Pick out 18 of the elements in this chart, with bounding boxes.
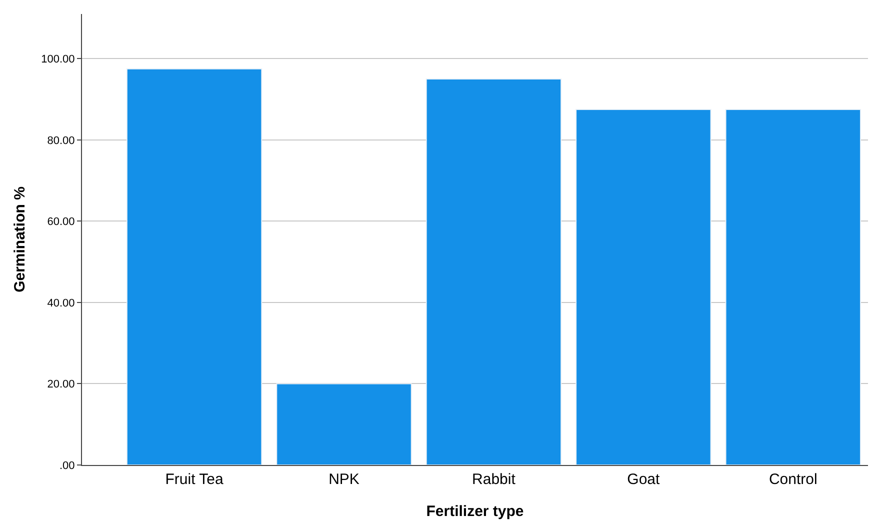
x-tick-label: Fruit Tea <box>165 471 224 488</box>
y-axis-title: Germination % <box>11 186 28 292</box>
y-tick-label: 80.00 <box>47 134 75 147</box>
bar <box>576 108 712 465</box>
x-tick-label: NPK <box>328 471 360 488</box>
y-tick-label: .00 <box>60 460 75 472</box>
x-tick-label: Rabbit <box>472 471 516 488</box>
bar <box>126 68 262 465</box>
bar <box>426 78 562 465</box>
x-axis-title: Fertilizer type <box>426 503 524 520</box>
x-tick-label: Control <box>768 471 818 488</box>
y-tick-label: 40.00 <box>47 297 75 310</box>
y-tick-label: 100.00 <box>41 54 75 66</box>
y-tick-label: 20.00 <box>47 378 75 391</box>
x-tick-label: Goat <box>627 471 661 488</box>
bar <box>276 383 412 465</box>
y-tick-label: 60.00 <box>47 216 75 228</box>
bar <box>725 108 862 465</box>
